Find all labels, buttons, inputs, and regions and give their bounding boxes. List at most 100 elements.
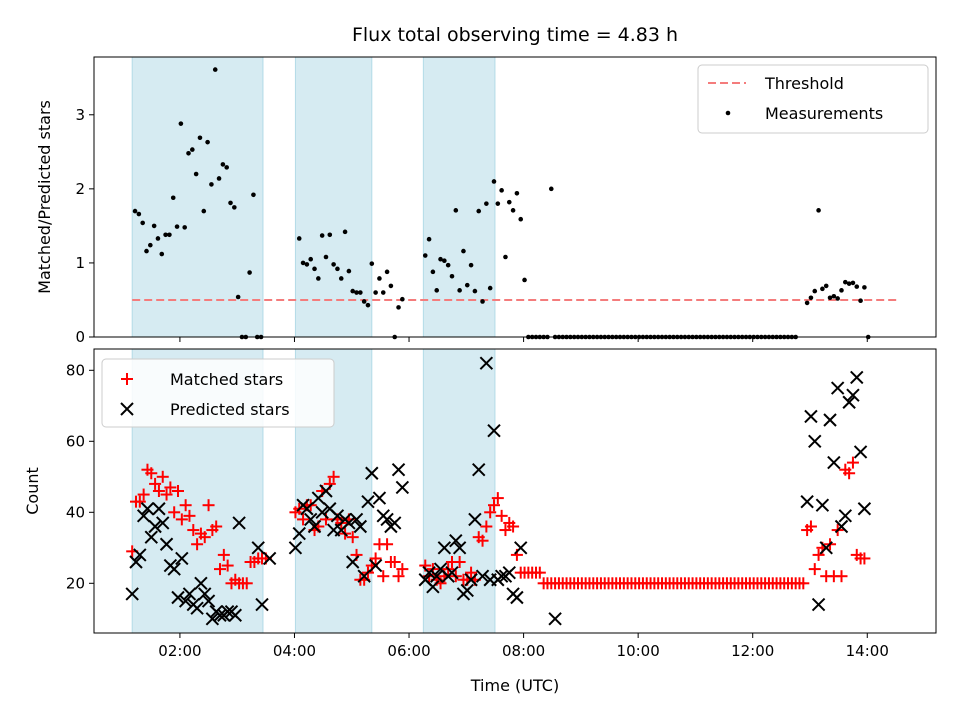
matched-star-point: [152, 485, 165, 497]
measurement-point: [232, 205, 237, 210]
measurement-point: [476, 208, 482, 214]
measurement-point: [442, 258, 447, 264]
measurement-point: [472, 288, 478, 294]
predicted-star-point: [823, 413, 837, 427]
bottom-x-tick-label: 02:00: [158, 642, 201, 660]
measurement-point: [346, 268, 352, 274]
matched-star-point: [327, 470, 340, 483]
measurement-point: [820, 286, 825, 292]
matched-star-point: [217, 548, 230, 561]
predicted-star-point: [232, 516, 246, 530]
predicted-star-point: [815, 498, 830, 512]
measurement-point: [388, 283, 394, 289]
measurement-point: [148, 242, 153, 248]
matched-star-point: [484, 506, 497, 519]
matched-star-point: [480, 520, 493, 533]
measurement-point: [338, 276, 344, 281]
matched-star-point: [187, 524, 200, 537]
matched-star-point: [812, 548, 825, 561]
matched-star-point: [476, 534, 489, 547]
matched-star-point: [202, 499, 215, 512]
measurement-point: [823, 283, 829, 289]
measurement-point: [316, 276, 321, 281]
matched-star-point: [392, 570, 405, 583]
predicted-star-point: [838, 509, 853, 523]
predicted-star-point: [288, 541, 303, 555]
measurement-point: [495, 201, 501, 206]
matched-star-point: [156, 470, 169, 483]
bottom-plot-frame: [93, 348, 937, 634]
top-y-ticks: 0 1 2 3: [75, 106, 94, 346]
matched-star-point: [164, 481, 177, 494]
measurement-point: [216, 176, 222, 181]
predicted-star-point: [156, 516, 170, 530]
matched-star-point: [168, 506, 181, 519]
top-y-tick-label: 1: [75, 254, 85, 272]
matched-star-point: [191, 538, 204, 551]
bottom-panel: 20 40 60 80 02:00 04:00 06:00 08:00 10:00 12:00 1…: [23, 348, 937, 695]
predicted-star-point: [850, 370, 864, 385]
predicted-star-point: [361, 494, 375, 509]
matched-star-point: [377, 570, 390, 583]
matched-star-point: [198, 531, 211, 544]
predicted-star-point: [430, 569, 444, 583]
predicted-star-point: [510, 590, 524, 605]
top-shaded-intervals: [131, 56, 496, 338]
measurement-point: [518, 216, 524, 222]
measurement-point: [503, 254, 508, 260]
bottom-x-tick-label: 04:00: [273, 642, 316, 660]
legend-matched-label: Matched stars: [170, 370, 283, 389]
matched-star-point: [808, 563, 821, 576]
bottom-y-tick-label: 80: [66, 361, 85, 379]
predicted-star-point: [171, 590, 185, 605]
predicted-star-point: [388, 516, 402, 530]
measurement-point: [212, 67, 218, 72]
bottom-legend: Matched stars Predicted stars: [101, 358, 335, 428]
measurement-point: [445, 262, 451, 268]
matched-star-point: [133, 495, 146, 508]
measurement-point: [449, 273, 455, 279]
legend-predicted-swatch: [120, 402, 134, 416]
measurement-point: [514, 190, 520, 196]
measurement-point: [854, 284, 860, 289]
predicted-star-point: [842, 395, 856, 409]
top-legend-box: [697, 64, 929, 134]
measurement-point: [846, 281, 852, 286]
matched-star-point: [495, 509, 508, 522]
predicted-star-point: [136, 509, 151, 523]
matched-star-point: [491, 492, 504, 505]
matched-star-point: [145, 467, 158, 480]
predicted-star-point: [472, 462, 486, 477]
predicted-star-point: [292, 526, 306, 541]
predicted-star-point: [125, 587, 139, 601]
measurement-point: [235, 294, 241, 300]
predicted-star-point: [129, 555, 143, 569]
measurement-point: [144, 248, 149, 254]
predicted-star-point: [487, 423, 501, 438]
matched-star-point: [369, 552, 382, 565]
predicted-star-point: [251, 541, 265, 555]
predicted-star-point: [475, 569, 490, 583]
top-x-ticks: [179, 337, 868, 342]
predicted-star-point: [307, 519, 322, 534]
bottom-y-tick-label: 60: [66, 432, 85, 450]
measurement-point: [296, 236, 302, 241]
measurement-point: [816, 208, 821, 213]
predicted-star-point: [368, 558, 383, 573]
predicted-star-point: [380, 512, 394, 527]
predicted-star-point: [205, 612, 220, 626]
measurement-point: [167, 232, 172, 238]
matched-star-point: [214, 563, 227, 576]
predicted-star-point: [190, 601, 204, 615]
measurement-point: [396, 305, 401, 310]
predicted-star-point: [514, 541, 528, 555]
matched-star-point: [499, 524, 512, 537]
matched-star-point: [172, 485, 185, 497]
matched-star-point: [183, 509, 196, 522]
measurement-point: [453, 208, 459, 213]
measurement-point: [220, 162, 226, 167]
predicted-star-point: [228, 608, 242, 622]
top-y-axis-label: Matched/Predicted stars: [35, 100, 54, 294]
measurement-point: [342, 229, 348, 235]
measurement-point: [808, 295, 814, 301]
